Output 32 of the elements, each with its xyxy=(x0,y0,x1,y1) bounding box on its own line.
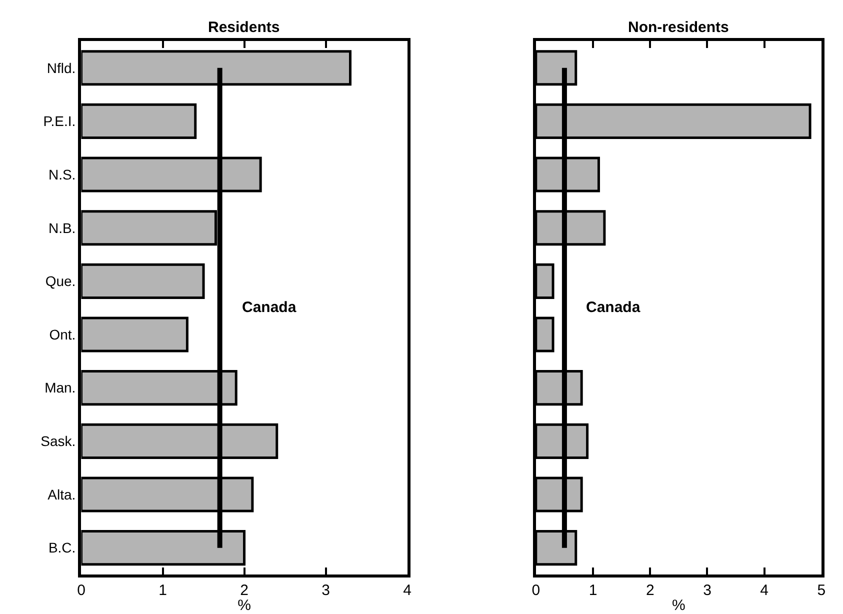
x-tick-label: 1 xyxy=(588,582,598,600)
y-tick-label: Man. xyxy=(44,380,76,396)
x-tick-label: 2 xyxy=(646,582,654,600)
chart-title: Non-residents xyxy=(628,19,729,36)
y-tick-label: N.B. xyxy=(48,220,76,236)
y-tick-label: Nfld. xyxy=(46,60,76,76)
x-tick-label: 3 xyxy=(322,582,330,600)
x-axis-title: % xyxy=(238,597,251,614)
y-tick-label: Que. xyxy=(45,273,76,290)
bar xyxy=(536,316,554,352)
bar xyxy=(81,263,205,299)
x-tick-label: 4 xyxy=(760,582,769,600)
x-axis-title: % xyxy=(672,597,686,614)
bar xyxy=(81,316,188,352)
bar xyxy=(536,263,554,299)
x-tick-label: 4 xyxy=(403,582,412,600)
y-tick-label: B.C. xyxy=(48,540,76,556)
y-tick-label: P.E.I. xyxy=(43,113,76,130)
y-tick-label: Sask. xyxy=(40,433,76,450)
ref-line-label: Canada xyxy=(242,299,297,316)
x-tick-label: 5 xyxy=(817,582,826,600)
bar xyxy=(81,103,197,139)
x-tick-label: 1 xyxy=(158,582,167,600)
x-tick-label: 2 xyxy=(240,582,248,600)
x-tick-label: 3 xyxy=(703,582,712,600)
y-tick-label: Alta. xyxy=(48,486,76,502)
x-tick-label: 0 xyxy=(77,582,86,600)
y-tick-label: N.S. xyxy=(48,166,76,182)
ref-line-label: Canada xyxy=(586,299,641,316)
y-tick-label: Ont. xyxy=(49,326,76,342)
chart-title: Residents xyxy=(208,19,280,36)
x-tick-label: 0 xyxy=(532,582,540,600)
